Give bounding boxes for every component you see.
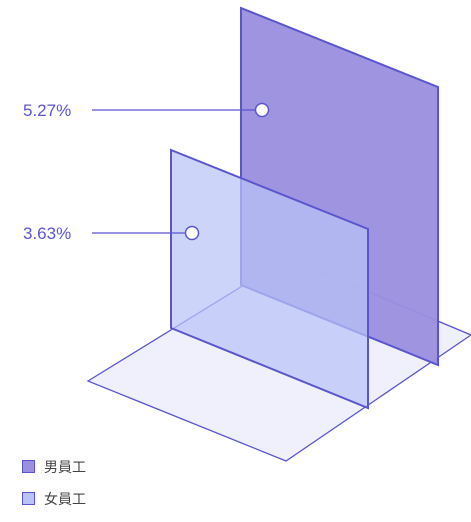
legend-item-female[interactable]: 女員工 [22, 490, 86, 508]
marker-female [184, 225, 200, 241]
marker-male [254, 102, 270, 118]
data-label-male-group: 5.27% [23, 101, 270, 120]
legend-label-female: 女員工 [44, 491, 86, 508]
legend-item-male[interactable]: 男員工 [22, 458, 86, 476]
data-label-female-group: 3.63% [23, 224, 200, 243]
data-label-male: 5.27% [23, 101, 71, 120]
legend-label-male: 男員工 [44, 459, 86, 476]
series-panel-female[interactable] [170, 148, 369, 410]
data-label-female: 3.63% [23, 224, 71, 243]
legend-swatch-female [22, 492, 35, 505]
bar-female[interactable] [170, 148, 369, 410]
legend-swatch-male [22, 460, 35, 473]
legend: 男員工 女員工 [22, 458, 86, 522]
